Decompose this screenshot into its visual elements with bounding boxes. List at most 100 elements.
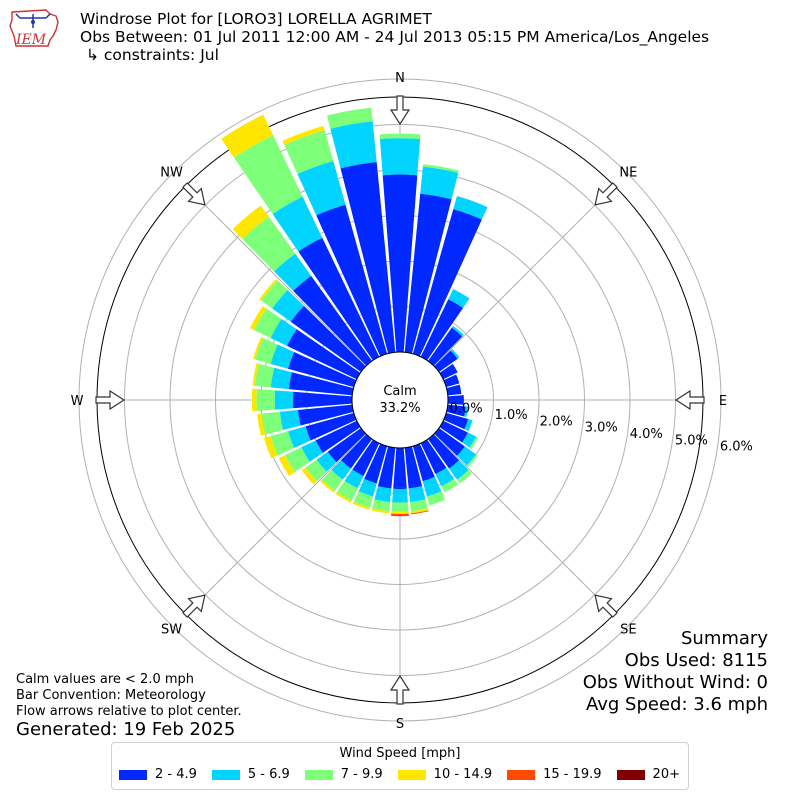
legend-item: 2 - 4.9 bbox=[119, 767, 197, 782]
windrose-bar-segment bbox=[451, 325, 464, 337]
windrose-bar-segment bbox=[364, 443, 388, 484]
windrose-bar-segment bbox=[250, 306, 267, 331]
windrose-bar-segment bbox=[358, 478, 377, 497]
windrose-bar-segment bbox=[261, 280, 288, 309]
windrose-bar-segment bbox=[382, 174, 418, 353]
windrose-bar-segment bbox=[420, 439, 447, 475]
direction-label-ne: NE bbox=[619, 166, 637, 181]
direction-label-sw: SW bbox=[161, 622, 182, 637]
windrose-bar-segment bbox=[316, 451, 337, 472]
bar-convention-note: Bar Convention: Meteorology bbox=[16, 688, 206, 703]
windrose-bar-segment bbox=[274, 390, 294, 410]
legend-swatch bbox=[397, 769, 426, 780]
windrose-bar-segment bbox=[412, 209, 482, 357]
legend-swatch bbox=[304, 769, 333, 780]
radial-tick-label: 5.0% bbox=[675, 433, 708, 448]
direction-label-nw: NW bbox=[160, 166, 183, 181]
windrose-bar-segment bbox=[305, 459, 327, 482]
windrose-bar-segment bbox=[242, 216, 296, 272]
windrose-bar-segment bbox=[392, 488, 408, 503]
legend-item: 20+ bbox=[616, 767, 680, 782]
windrose-bar-segment bbox=[288, 351, 357, 388]
windrose-bar-segment bbox=[393, 447, 407, 489]
grid-spoke bbox=[433, 185, 615, 367]
windrose-bar-segment bbox=[340, 162, 396, 354]
radial-tick-label: 1.0% bbox=[495, 408, 528, 423]
windrose-bar-segment bbox=[353, 491, 374, 508]
windrose-bar-segment bbox=[232, 205, 269, 239]
legend-swatch bbox=[211, 769, 240, 780]
windrose-bar-segment bbox=[447, 395, 464, 405]
legend-item: 5 - 6.9 bbox=[211, 767, 290, 782]
radial-tick-label: 4.0% bbox=[630, 427, 663, 442]
windrose-bar-segment bbox=[404, 446, 423, 489]
grid-spoke bbox=[185, 433, 367, 615]
windrose-bar-segment bbox=[326, 107, 373, 129]
windrose-bar-segment bbox=[254, 363, 275, 388]
windrose-bar-segment bbox=[427, 434, 460, 469]
windrose-bar-segment bbox=[327, 427, 366, 463]
windrose-bar-segment bbox=[446, 404, 466, 417]
windrose-bar-segment bbox=[252, 363, 259, 386]
legend-label: 7 - 9.9 bbox=[340, 767, 383, 782]
windrose-bar-segment bbox=[443, 374, 460, 388]
windrose-bar-segment bbox=[251, 388, 257, 412]
legend-label: 15 - 19.9 bbox=[543, 767, 602, 782]
windrose-bar-segment bbox=[457, 470, 472, 484]
windrose-bar-segment bbox=[336, 480, 358, 501]
windrose-bar-segment bbox=[252, 336, 264, 360]
flow-arrow-icon bbox=[594, 594, 618, 618]
legend-title: Wind Speed [mph] bbox=[339, 746, 461, 761]
direction-label-se: SE bbox=[620, 622, 636, 637]
flow-arrows bbox=[95, 95, 705, 705]
windrose-bar-segment bbox=[270, 318, 297, 346]
chart-subtitle: Obs Between: 01 Jul 2011 12:00 AM - 24 J… bbox=[80, 28, 710, 46]
windrose-bar-segment bbox=[352, 501, 370, 510]
windrose-bar-segment bbox=[391, 513, 409, 517]
logo-text: IEM bbox=[15, 32, 47, 48]
summary-avg-speed: Avg Speed: 3.6 mph bbox=[586, 694, 768, 715]
windrose-bar-segment bbox=[259, 278, 278, 301]
chart-title: Windrose Plot for [LORO3] LORELLA AGRIME… bbox=[80, 10, 432, 28]
windrose-bar-segment bbox=[272, 290, 304, 322]
windrose-bar-segment bbox=[410, 508, 429, 514]
windrose-bar-segment bbox=[284, 447, 310, 473]
windrose-bar-segment bbox=[434, 350, 458, 373]
legend-label: 20+ bbox=[652, 767, 680, 782]
radial-tick-labels: 0.0% 1.0% 2.0% 3.0% 4.0% 5.0% 6.0% bbox=[450, 402, 753, 455]
legend-label: 5 - 6.9 bbox=[247, 767, 290, 782]
windrose-bar-segment bbox=[412, 443, 435, 482]
windrose-bar-segment bbox=[301, 467, 317, 485]
windrose-bar-segment bbox=[453, 196, 488, 220]
windrose-bar-segment bbox=[270, 367, 292, 390]
windrose-bar-segment bbox=[297, 404, 354, 426]
calm-label: Calm bbox=[383, 384, 416, 399]
flow-arrow-icon bbox=[389, 674, 411, 705]
windrose-bar-segment bbox=[466, 454, 478, 468]
windrose-bar-segment bbox=[379, 138, 421, 176]
windrose-bar-segment bbox=[288, 426, 311, 449]
windrose-bar-segment bbox=[254, 308, 282, 338]
windrose-bar-segment bbox=[379, 133, 421, 139]
direction-label-w: W bbox=[71, 394, 84, 409]
windrose-bar-segment bbox=[270, 431, 295, 456]
grid-spoke bbox=[185, 185, 367, 367]
windrose-bar-segment bbox=[274, 253, 312, 291]
windrose-bar-segment bbox=[320, 479, 335, 493]
windrose-bar-segment bbox=[257, 413, 266, 436]
summary-obs-without-wind: Obs Without Wind: 0 bbox=[582, 672, 768, 693]
legend-item: 7 - 9.9 bbox=[304, 767, 383, 782]
legend-items: 2 - 4.9 5 - 6.9 7 - 9.9 10 - 14.9 15 - 19.9 2… bbox=[112, 761, 688, 782]
windrose-bar-segment bbox=[292, 391, 353, 409]
windrose-bar-segment bbox=[305, 412, 357, 441]
windrose-bar-segment bbox=[298, 237, 380, 361]
windrose-bar-segment bbox=[270, 344, 295, 369]
legend-swatch bbox=[119, 769, 147, 780]
radial-tick-label: 6.0% bbox=[720, 440, 753, 455]
radial-tick-label: 0.0% bbox=[450, 402, 483, 417]
legend-label: 10 - 14.9 bbox=[433, 767, 493, 782]
windrose-bar-segment bbox=[255, 337, 278, 364]
windrose-bar-segment bbox=[422, 476, 442, 497]
windrose-bar-segment bbox=[335, 492, 352, 503]
